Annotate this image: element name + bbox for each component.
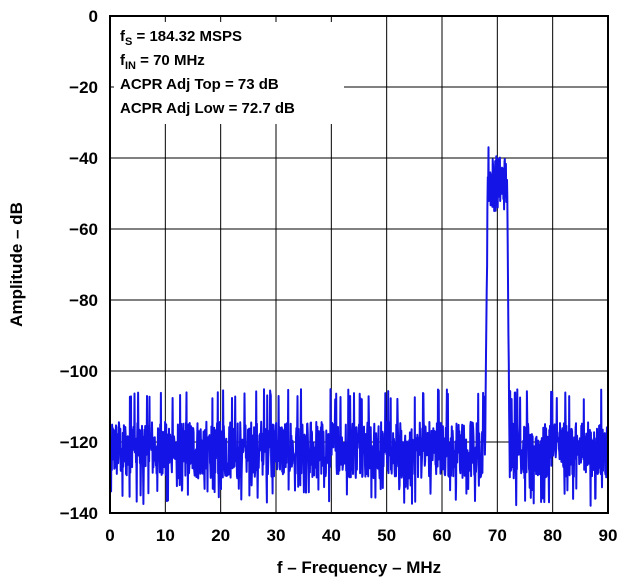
x-tick-label: 50 [377, 526, 396, 545]
y-tick-label: −60 [69, 220, 98, 239]
spectrum-trace-layer [109, 146, 609, 507]
x-axis-label: f – Frequency – MHz [277, 558, 441, 577]
x-tick-label: 70 [488, 526, 507, 545]
y-tick-labels: 0 −20 −40 −60 −80 −100 −120 −140 [60, 7, 98, 523]
y-tick-label: −80 [69, 291, 98, 310]
y-tick-label: −120 [60, 433, 98, 452]
annotation-line: fS = 184.32 MSPS [120, 28, 242, 48]
y-tick-label: −140 [60, 504, 98, 523]
x-tick-label: 40 [322, 526, 341, 545]
annotation-line: ACPR Adj Low = 72.7 dB [120, 100, 295, 117]
x-tick-label: 90 [599, 526, 618, 545]
x-tick-label: 80 [543, 526, 562, 545]
x-tick-label: 10 [156, 526, 175, 545]
y-tick-label: −100 [60, 362, 98, 381]
x-tick-label: 0 [105, 526, 114, 545]
x-tick-label: 20 [211, 526, 230, 545]
plot-frame [109, 15, 609, 514]
annotation-background [114, 22, 344, 124]
y-axis-label: Amplitude – dB [7, 202, 26, 327]
y-tick-label: −40 [69, 149, 98, 168]
annotation-line: ACPR Adj Top = 73 dB [120, 76, 279, 93]
y-tick-label: 0 [89, 7, 98, 26]
spectrum-trace [109, 146, 609, 507]
x-tick-labels: 0 10 20 30 40 50 60 70 80 90 [105, 526, 617, 545]
y-tick-label: −20 [69, 78, 98, 97]
x-tick-label: 30 [267, 526, 286, 545]
annotation-line: fIN = 70 MHz [120, 52, 205, 72]
annotation-box: fS = 184.32 MSPS fIN = 70 MHz ACPR Adj Top… [114, 22, 344, 124]
x-tick-label: 60 [433, 526, 452, 545]
